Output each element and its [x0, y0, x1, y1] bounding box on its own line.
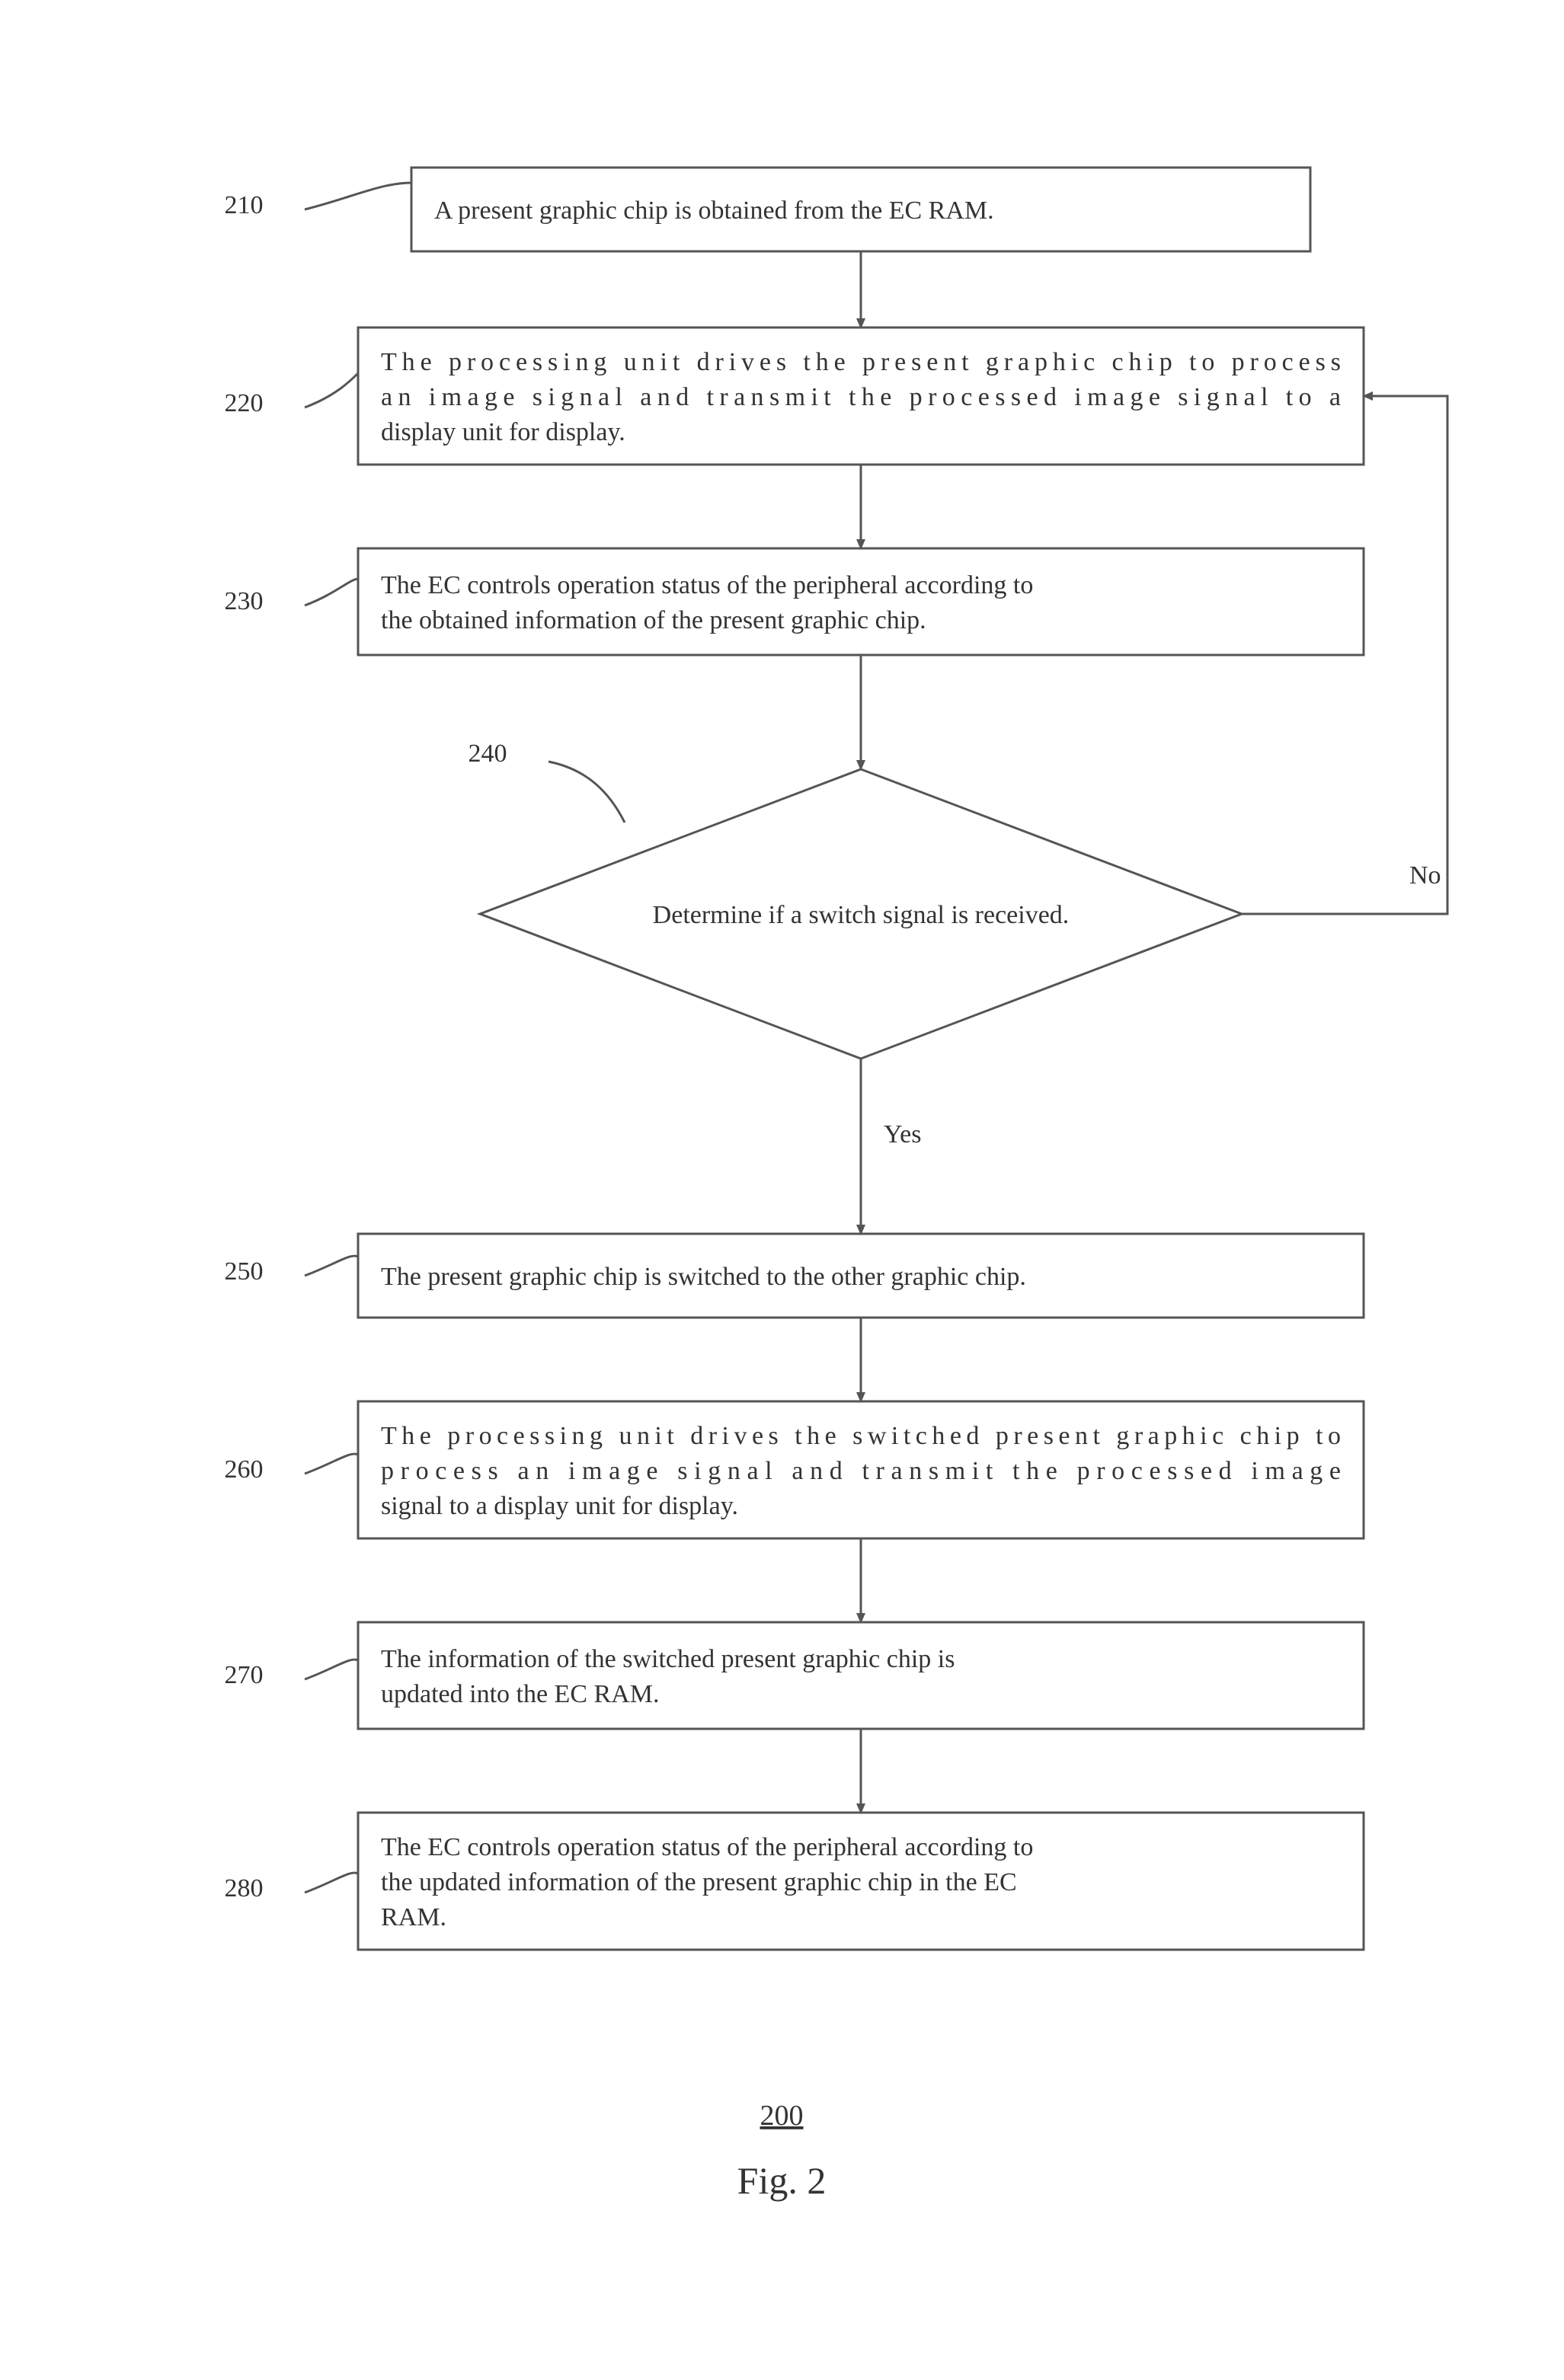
node-text: The processing unit drives the switched … — [381, 1422, 1341, 1520]
node-text: Determine if a switch signal is received… — [653, 901, 1070, 929]
node-text: A present graphic chip is obtained from … — [434, 196, 994, 225]
node-230: The EC controls operation status of the … — [358, 548, 1364, 655]
edge-label: No — [1409, 861, 1441, 890]
node-250: The present graphic chip is switched to … — [358, 1234, 1364, 1318]
nodes-layer: A present graphic chip is obtained from … — [358, 168, 1364, 1950]
edges-layer: Yes No — [861, 251, 1447, 1813]
callout-label: 260 — [225, 1455, 264, 1484]
flowchart-canvas: Yes No A present graphic chip is obtained… — [0, 0, 1564, 2380]
callout-250: 250 — [225, 1256, 359, 1286]
figure-caption: Fig. 2 — [737, 2159, 827, 2202]
callout-curve — [305, 1873, 358, 1893]
figure-number: 200 — [760, 2100, 804, 2132]
node-text: The EC controls operation status of the … — [381, 1833, 1033, 1931]
node-text: The EC controls operation status of the … — [381, 571, 1033, 634]
callout-210: 210 — [225, 183, 412, 219]
callout-280: 280 — [225, 1873, 359, 1902]
callout-260: 260 — [225, 1454, 359, 1484]
callout-270: 270 — [225, 1660, 359, 1689]
callout-label: 220 — [225, 389, 264, 417]
callout-240: 240 — [469, 740, 625, 823]
node-270: The information of the switched present … — [358, 1622, 1364, 1729]
node-text: The information of the switched present … — [381, 1645, 955, 1708]
node-text: The present graphic chip is switched to … — [381, 1263, 1026, 1291]
callout-curve — [305, 1256, 358, 1276]
callout-curve — [305, 373, 358, 407]
callout-curve — [305, 579, 358, 605]
node-260: The processing unit drives the switched … — [358, 1401, 1364, 1538]
callout-label: 270 — [225, 1661, 264, 1689]
callout-curve — [549, 762, 625, 823]
callout-label: 240 — [469, 740, 507, 768]
callout-220: 220 — [225, 373, 359, 417]
callout-curve — [305, 1660, 358, 1679]
node-text: The processing unit drives the present g… — [381, 348, 1341, 446]
callout-label: 230 — [225, 587, 264, 615]
node-220: The processing unit drives the present g… — [358, 327, 1364, 465]
callout-label: 250 — [225, 1257, 264, 1286]
node-box — [358, 1622, 1364, 1729]
node-280: The EC controls operation status of the … — [358, 1813, 1364, 1950]
callout-label: 210 — [225, 191, 264, 219]
node-240: Determine if a switch signal is received… — [480, 769, 1242, 1059]
node-box — [358, 548, 1364, 655]
callout-curve — [305, 1454, 358, 1474]
node-210: A present graphic chip is obtained from … — [411, 168, 1310, 251]
edge-3: Yes — [861, 1059, 921, 1234]
callout-label: 280 — [225, 1874, 264, 1902]
edge-label: Yes — [884, 1120, 921, 1148]
callout-230: 230 — [225, 579, 359, 615]
callout-curve — [305, 183, 411, 209]
